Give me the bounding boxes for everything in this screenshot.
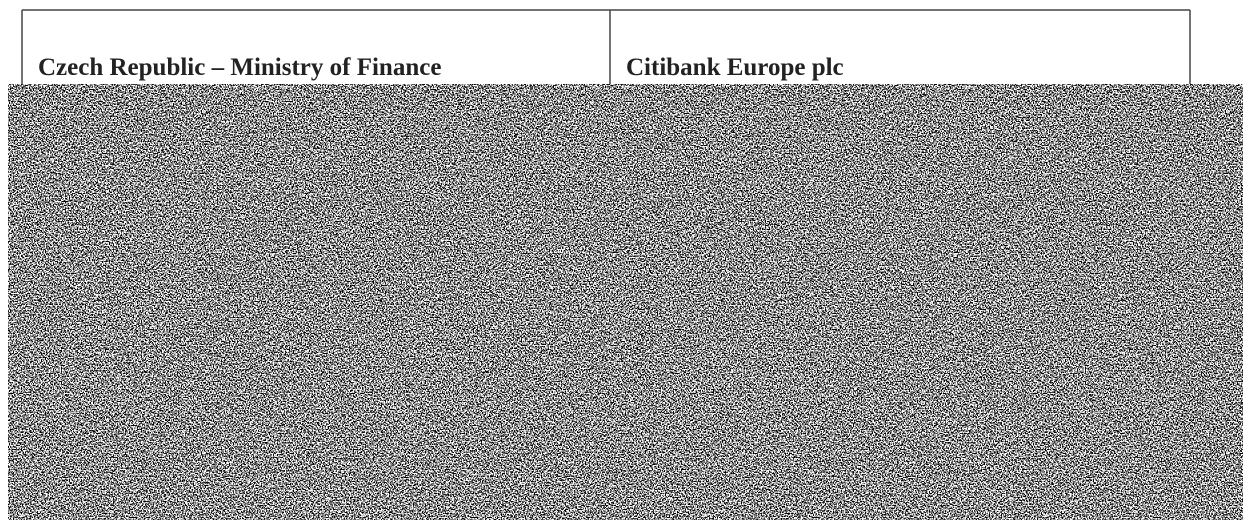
redacted-area <box>8 84 1243 520</box>
document-page: Czech Republic – Ministry of Finance Cit… <box>0 0 1243 520</box>
table-cell: Czech Republic – Ministry of Finance <box>38 54 441 81</box>
table-cell: Citibank Europe plc <box>626 54 844 81</box>
redaction-noise <box>8 84 1243 520</box>
